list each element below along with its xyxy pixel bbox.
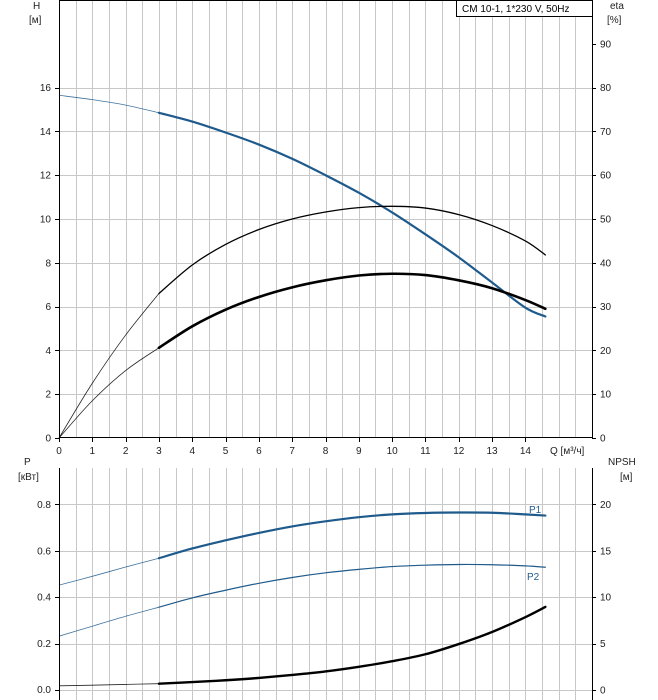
series-line-0-0: [157, 111, 547, 318]
right-tick-label: 60: [600, 171, 612, 182]
series-label-p2: P2: [527, 572, 540, 583]
series-label-p1: P1: [529, 505, 542, 516]
bottom-right-axis-label: NPSH: [608, 457, 636, 468]
right-tick-label: 50: [600, 215, 612, 226]
left-tick-label: 0.4: [37, 593, 51, 604]
x-tick-label: 1: [90, 446, 96, 457]
series-line-1-2-extension: [58, 683, 159, 687]
bottom-tick-labels: 0.0 0.2 0.4 0.6 0.8 0 5 10 15 20: [37, 500, 611, 697]
x-tick-label: 9: [356, 446, 362, 457]
legend: CM 10-1, 1*230 V, 50Hz: [456, 0, 593, 17]
series-line-1-1-extension: [58, 606, 160, 637]
top-grid: [59, 0, 592, 438]
series-line-1-1: [158, 563, 546, 608]
series-line-0-0-extension: [58, 94, 160, 114]
series-line-0-1-extension: [58, 293, 160, 439]
right-tick-label: 0: [600, 686, 606, 697]
series-line-1-0: [157, 511, 547, 560]
x-tick-label: 5: [223, 446, 229, 457]
left-tick-label: 6: [45, 302, 51, 313]
legend-text: CM 10-1, 1*230 V, 50Hz: [462, 4, 569, 15]
right-tick-label: 80: [600, 83, 612, 94]
series-line-0-1: [158, 205, 547, 295]
left-tick-label: 0.0: [37, 685, 51, 696]
top-left-axis-unit: [м]: [29, 15, 42, 26]
x-tick-label: 13: [487, 446, 499, 457]
x-tick-label: 6: [256, 446, 262, 457]
x-tick-label: 10: [387, 446, 399, 457]
left-tick-label: 0.6: [37, 546, 51, 557]
left-tick-label: 0.2: [37, 639, 51, 650]
right-tick-label: 90: [600, 39, 612, 50]
left-tick-label: 0: [45, 434, 51, 445]
left-tick-label: 10: [40, 215, 52, 226]
left-tick-label: 8: [45, 258, 51, 269]
left-tick-label: 0.8: [37, 500, 51, 511]
right-tick-label: 20: [600, 500, 612, 511]
series-line-0-2: [157, 272, 547, 350]
right-tick-label: 10: [600, 390, 612, 401]
right-tick-label: 0: [600, 434, 606, 445]
x-tick-label: 4: [189, 446, 195, 457]
x-tick-label: 11: [420, 446, 431, 457]
bottom-grid: [59, 468, 592, 700]
left-tick-label: 14: [40, 127, 52, 138]
bottom-left-axis-unit: [кВт]: [18, 472, 39, 483]
right-tick-label: 20: [600, 346, 612, 357]
series-line-0-2-extension: [58, 347, 160, 439]
right-tick-label: 15: [600, 546, 612, 557]
x-tick-label: 0: [56, 446, 62, 457]
top-series: [58, 94, 547, 439]
left-tick-label: 2: [45, 390, 51, 401]
right-tick-label: 5: [600, 639, 606, 650]
left-tick-label: 16: [40, 83, 52, 94]
x-tick-label: 8: [323, 446, 329, 457]
top-left-axis-label: H: [33, 1, 40, 12]
series-line-1-0-extension: [58, 557, 160, 586]
right-tick-label: 10: [600, 593, 612, 604]
x-tick-label: 7: [289, 446, 295, 457]
left-tick-label: 4: [45, 346, 51, 357]
bottom-series: [58, 511, 547, 687]
right-tick-label: 30: [600, 302, 612, 313]
bottom-right-axis-unit: [м]: [620, 472, 633, 483]
right-tick-label: 40: [600, 258, 612, 269]
x-tick-label: 12: [453, 446, 465, 457]
x-tick-label: 3: [156, 446, 162, 457]
top-right-axis-label: eta: [610, 1, 624, 12]
x-tick-label: 14: [520, 446, 532, 457]
x-axis-label: Q [м³/ч]: [550, 446, 585, 457]
series-line-1-2: [157, 605, 547, 685]
legend-box: [456, 0, 593, 17]
bottom-left-axis-label: P: [24, 457, 31, 468]
top-right-axis-unit: [%]: [607, 15, 622, 26]
right-tick-label: 70: [600, 127, 612, 138]
left-tick-label: 12: [40, 171, 52, 182]
x-tick-label: 2: [123, 446, 129, 457]
power-npsh-panel: 0.0 0.2 0.4 0.6 0.8 0 5 10 15 20 P [кВт] NPSH [м]…: [18, 457, 636, 700]
